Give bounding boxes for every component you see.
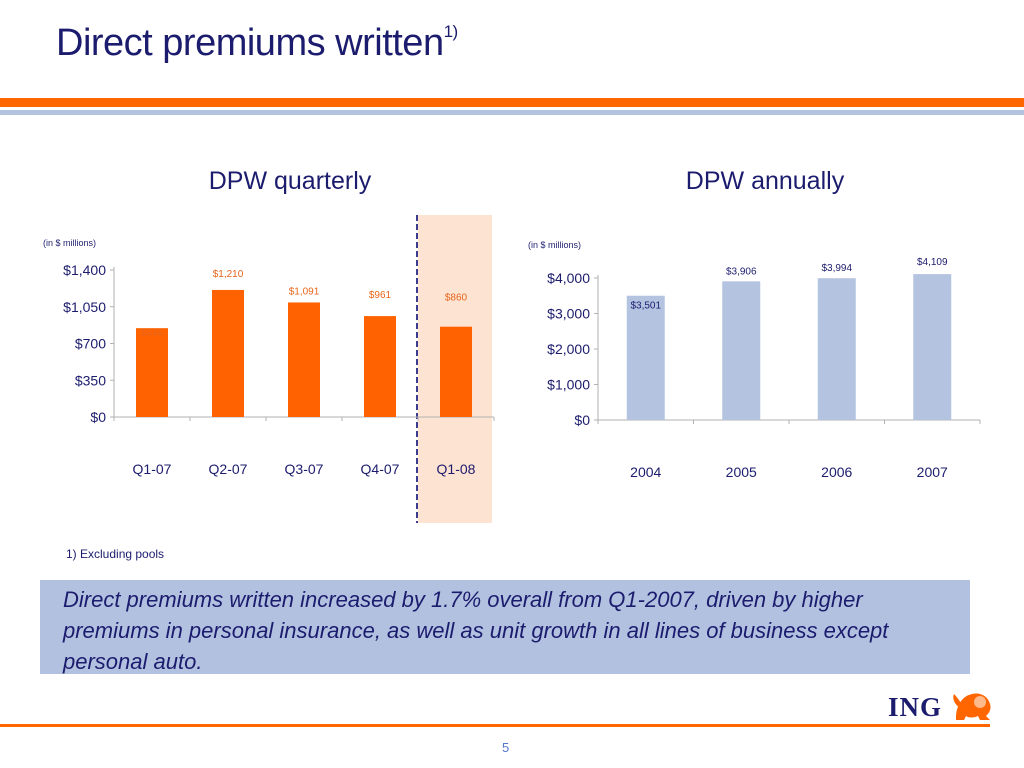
header-orange-rule — [0, 98, 1024, 107]
unit-note-quarterly: (in $ millions) — [43, 238, 97, 248]
lion-icon — [953, 693, 991, 720]
y-tick-label: $1,050 — [63, 299, 106, 315]
data-label: $860 — [445, 293, 468, 304]
chart-annually: $0 $1,000 $2,000 $3,000 $4,000 $3,501 2004 $3,9… — [547, 257, 981, 480]
bar — [364, 316, 396, 417]
y-tick-label: $1,400 — [63, 262, 106, 278]
unit-note-annually: (in $ millions) — [528, 240, 582, 250]
title-superscript: 1) — [443, 22, 459, 42]
x-category-label: Q3-07 — [285, 461, 324, 477]
y-tick-label: $4,000 — [547, 270, 590, 286]
data-label: $3,906 — [726, 266, 757, 277]
data-label: $3,994 — [821, 263, 852, 274]
y-tick-label: $350 — [75, 372, 106, 388]
y-tick-label: $2,000 — [547, 341, 590, 357]
x-category-label: 2006 — [821, 464, 852, 480]
bar — [913, 274, 952, 420]
y-tick-label: $1,000 — [547, 377, 590, 393]
x-category-label: Q2-07 — [209, 461, 248, 477]
chart-title-annually: DPW annually — [685, 167, 845, 195]
y-tick-label: $0 — [90, 409, 106, 425]
data-label: $1,210 — [213, 269, 244, 280]
bar — [212, 289, 244, 417]
data-label: $846 — [141, 328, 164, 339]
x-category-label: 2004 — [630, 464, 661, 480]
data-label: $3,501 — [630, 301, 661, 312]
footnote: 1) Excluding pools — [66, 547, 165, 561]
x-category-label: Q1-08 — [437, 461, 476, 477]
x-category-label: 2005 — [726, 464, 757, 480]
ing-logo: ING — [888, 688, 996, 724]
page-title: Direct premiums written1) — [56, 22, 458, 65]
y-tick-label: $0 — [574, 412, 590, 428]
chart-title-quarterly: DPW quarterly — [208, 167, 372, 195]
bar — [722, 281, 761, 420]
chart-quarterly: $0 $350 $700 $1,050 $1,400 $846 Q1-07 $1,210 Q2-… — [63, 262, 495, 477]
bar — [136, 328, 168, 417]
bar — [440, 326, 472, 417]
data-label: $1,091 — [289, 286, 320, 297]
logo-text: ING — [888, 692, 943, 722]
data-label: $961 — [369, 290, 392, 301]
bar — [626, 295, 665, 420]
bar — [817, 278, 856, 420]
y-tick-label: $3,000 — [547, 306, 590, 322]
summary-text: Direct premiums written increased by 1.7… — [63, 587, 889, 674]
x-category-label: Q4-07 — [361, 461, 400, 477]
quarterly-divider-line — [416, 215, 418, 523]
x-category-label: Q1-07 — [133, 461, 172, 477]
x-category-label: 2007 — [917, 464, 948, 480]
data-label: $4,109 — [917, 257, 948, 268]
footer-orange-rule — [0, 724, 990, 727]
header-blue-rule — [0, 110, 1024, 115]
y-tick-label: $700 — [75, 336, 106, 352]
page-number: 5 — [502, 740, 510, 755]
title-text: Direct premiums written — [56, 22, 444, 64]
bar — [288, 302, 320, 417]
summary-box: Direct premiums written increased by 1.7… — [40, 580, 970, 674]
